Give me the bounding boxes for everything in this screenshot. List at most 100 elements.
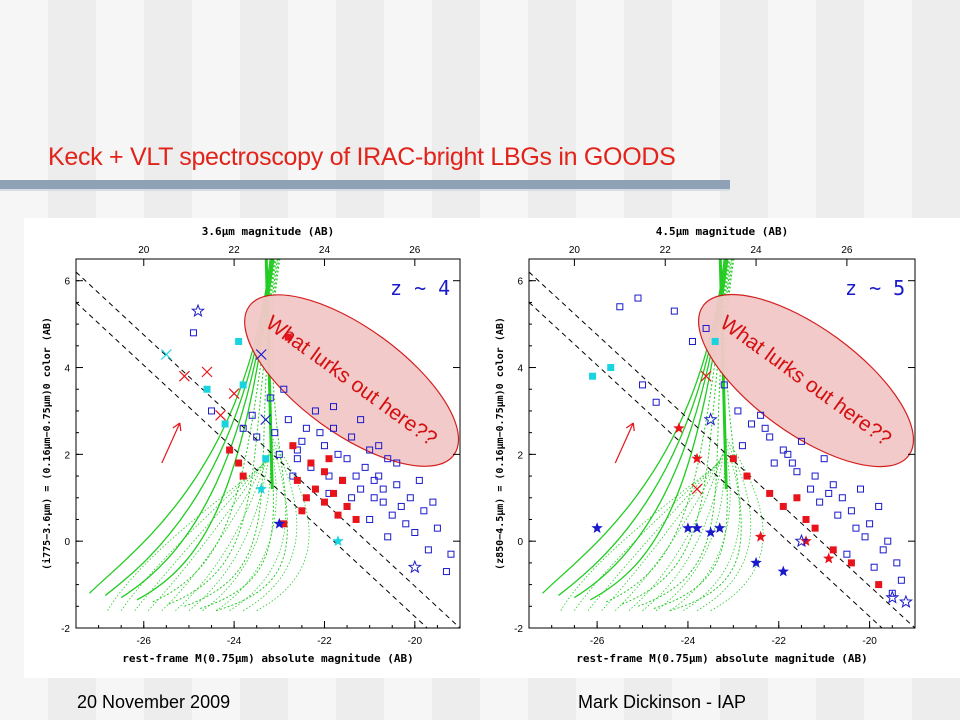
data-point-open-square (702, 324, 710, 332)
plot-frame (75, 258, 461, 629)
data-point-filled-square (729, 455, 737, 463)
data-point-open-square (870, 563, 878, 571)
x-tick-label: -22 (772, 636, 787, 647)
model-track (184, 259, 278, 607)
data-point-open-square (415, 476, 423, 484)
series-blue-crosses (255, 349, 272, 426)
data-point-open-square (316, 429, 324, 437)
callout-ellipse (244, 294, 460, 467)
data-point-open-square (757, 411, 765, 419)
data-point-open-square (280, 385, 288, 393)
x-axis-label: rest-frame M(0.75μm) absolute magnitude … (122, 652, 413, 665)
dashed-line (529, 302, 883, 628)
data-point-open-square (384, 455, 392, 463)
data-point-open-square (766, 433, 774, 441)
data-point-open-square (384, 533, 392, 541)
data-point-filled-square (811, 524, 819, 532)
data-point-open-square (357, 485, 365, 493)
data-point-filled-square (793, 494, 801, 502)
data-point-filled-square (847, 559, 855, 567)
data-point-open-square (784, 450, 792, 458)
data-point-open-square (861, 533, 869, 541)
series-cyan-squares (203, 337, 270, 463)
y-tick-label: 6 (517, 277, 523, 288)
data-point-filled-square (343, 502, 351, 510)
data-point-filled-square (298, 507, 306, 515)
x-tick-label: -22 (317, 636, 332, 647)
series-irac-selected-lbgs (189, 329, 455, 576)
data-point-filled-star (714, 522, 726, 533)
model-track-dotted (669, 445, 731, 611)
data-point-filled-square (802, 515, 810, 523)
title-underline-highlight (0, 189, 730, 191)
series-red-crosses (178, 366, 240, 421)
series-open-stars (190, 303, 422, 574)
data-point-open-star (703, 412, 718, 426)
data-point-filled-square (203, 385, 211, 393)
data-point-open-square (893, 559, 901, 567)
data-point-open-square (379, 485, 387, 493)
data-point-open-star (190, 303, 206, 318)
data-point-open-square (411, 528, 419, 536)
data-point-open-square (720, 381, 728, 389)
data-point-open-square (366, 515, 374, 523)
data-point-open-square (275, 450, 283, 458)
plot-frame (528, 258, 916, 629)
data-point-open-square (248, 411, 256, 419)
data-point-open-square (748, 420, 756, 428)
data-point-open-square (838, 494, 846, 502)
data-point-filled-star (777, 565, 789, 577)
data-point-open-square (875, 502, 883, 510)
data-point-open-square (797, 437, 805, 445)
data-point-cross (160, 349, 172, 360)
y-tick-label: 6 (64, 277, 70, 288)
y-tick-label: 2 (64, 450, 70, 461)
x-axis-label: rest-frame M(0.75μm) absolute magnitude … (576, 652, 867, 665)
y-tick-label: -2 (514, 624, 523, 635)
data-point-open-square (738, 442, 746, 450)
data-point-open-square (361, 463, 369, 471)
data-point-filled-square (320, 468, 328, 476)
data-point-cross (201, 366, 213, 378)
title-underline-bar (0, 180, 730, 189)
data-point-filled-square (239, 472, 247, 480)
series-spectroscopic-confirmed (729, 455, 883, 589)
data-point-open-square (852, 524, 860, 532)
data-point-open-square (284, 416, 292, 424)
data-point-open-square (253, 433, 261, 441)
data-point-filled-square (320, 498, 328, 506)
data-point-open-square (811, 472, 819, 480)
data-point-open-square (406, 494, 414, 502)
data-point-open-square (388, 511, 396, 519)
dashed-line (76, 302, 428, 628)
data-point-open-square (793, 468, 801, 476)
x2-tick-label: 22 (660, 245, 672, 256)
data-point-filled-star (273, 517, 285, 529)
data-point-filled-star (691, 522, 703, 533)
redshift-label: z ~ 4 (390, 276, 450, 300)
data-point-open-square (352, 472, 360, 480)
x2-tick-label: 26 (409, 245, 421, 256)
data-point-open-square (311, 407, 319, 415)
y-tick-label: 4 (517, 364, 523, 375)
data-point-open-square (325, 472, 333, 480)
data-point-open-square (375, 472, 383, 480)
reddening-arrow-head (625, 422, 635, 432)
data-point-filled-square (280, 520, 288, 528)
data-point-open-square (847, 507, 855, 515)
data-point-open-square (442, 568, 450, 576)
series-open-stars (703, 412, 913, 608)
model-track-dotted (107, 462, 267, 611)
data-point-filled-star (691, 452, 703, 464)
data-point-open-square (402, 520, 410, 528)
model-track-dotted (229, 443, 287, 611)
data-point-open-square (397, 502, 405, 510)
data-point-open-square (393, 459, 401, 467)
x2-tick-label: 24 (319, 245, 331, 256)
data-point-open-star (885, 590, 900, 604)
data-point-open-star (794, 533, 809, 548)
data-point-open-square (289, 472, 297, 480)
model-track-dotted (147, 456, 269, 611)
data-point-filled-star (332, 535, 344, 546)
data-point-filled-square (339, 476, 347, 484)
